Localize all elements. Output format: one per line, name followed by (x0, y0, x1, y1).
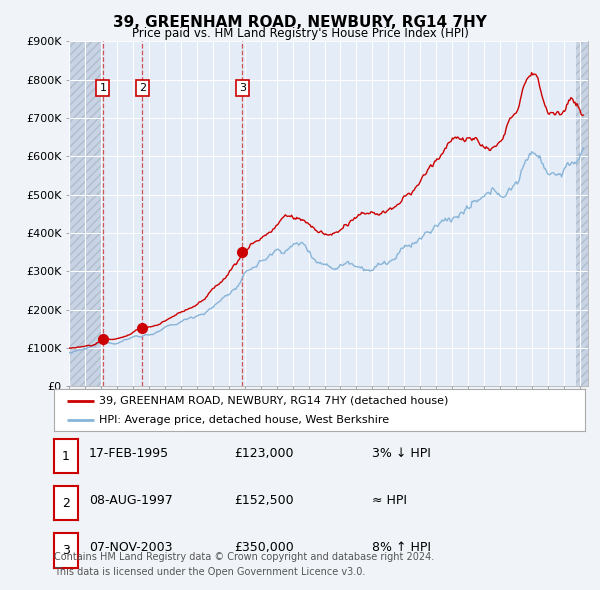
Text: This data is licensed under the Open Government Licence v3.0.: This data is licensed under the Open Gov… (54, 567, 365, 577)
Text: £152,500: £152,500 (234, 494, 293, 507)
Bar (576, 41, 588, 386)
Text: 1: 1 (62, 450, 70, 463)
Text: 2: 2 (62, 497, 70, 510)
Bar (69, 41, 101, 386)
Text: 17-FEB-1995: 17-FEB-1995 (89, 447, 169, 460)
Text: 39, GREENHAM ROAD, NEWBURY, RG14 7HY (detached house): 39, GREENHAM ROAD, NEWBURY, RG14 7HY (de… (99, 395, 449, 405)
Text: ≈ HPI: ≈ HPI (372, 494, 407, 507)
Text: 3% ↓ HPI: 3% ↓ HPI (372, 447, 431, 460)
Text: £123,000: £123,000 (234, 447, 293, 460)
Text: Contains HM Land Registry data © Crown copyright and database right 2024.: Contains HM Land Registry data © Crown c… (54, 552, 434, 562)
Text: 3: 3 (239, 83, 246, 93)
Bar (576, 41, 588, 386)
Text: 2: 2 (139, 83, 146, 93)
Text: 3: 3 (62, 544, 70, 557)
Text: 08-AUG-1997: 08-AUG-1997 (89, 494, 173, 507)
Bar (69, 41, 101, 386)
Text: HPI: Average price, detached house, West Berkshire: HPI: Average price, detached house, West… (99, 415, 389, 425)
Text: £350,000: £350,000 (234, 541, 294, 554)
Text: 07-NOV-2003: 07-NOV-2003 (89, 541, 172, 554)
Text: 39, GREENHAM ROAD, NEWBURY, RG14 7HY: 39, GREENHAM ROAD, NEWBURY, RG14 7HY (113, 15, 487, 30)
Text: 8% ↑ HPI: 8% ↑ HPI (372, 541, 431, 554)
Text: Price paid vs. HM Land Registry's House Price Index (HPI): Price paid vs. HM Land Registry's House … (131, 27, 469, 40)
Text: 1: 1 (100, 83, 106, 93)
